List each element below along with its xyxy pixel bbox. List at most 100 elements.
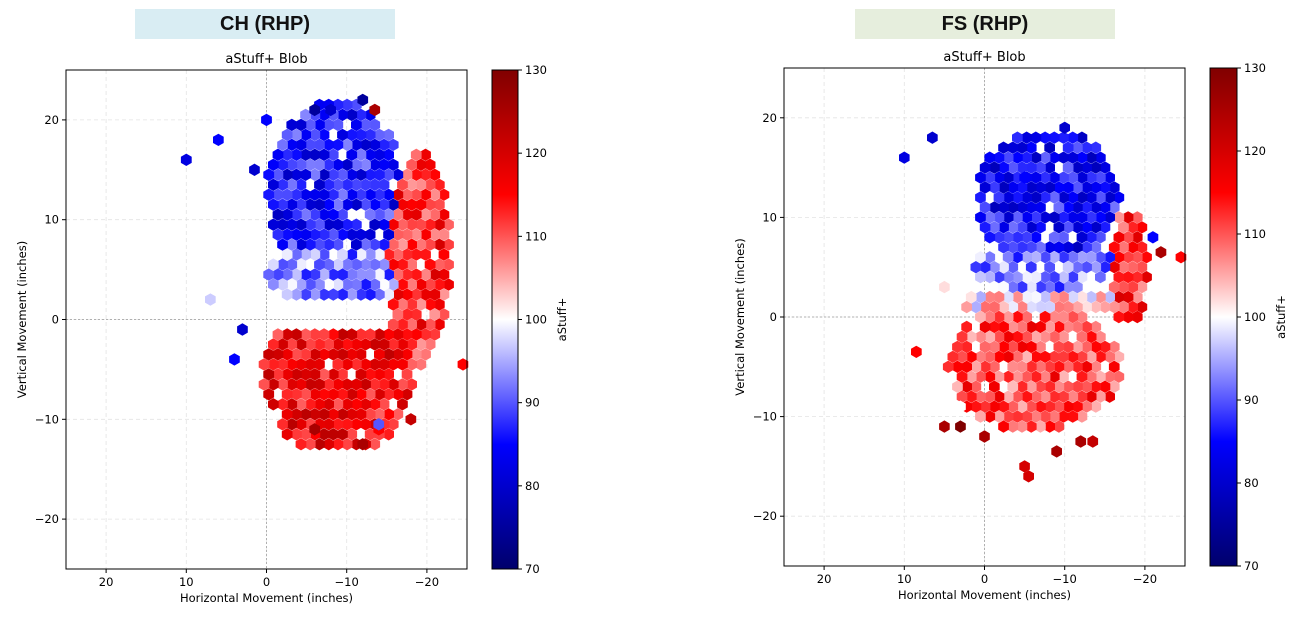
hexbin [1058, 370, 1069, 383]
hexbin [1067, 350, 1079, 363]
hexbin [327, 348, 339, 361]
hexbin [434, 198, 445, 211]
hexbin [355, 288, 367, 301]
hexbin [415, 358, 427, 371]
hexbin [438, 288, 450, 301]
hexbin [1048, 131, 1060, 144]
hexbin [1104, 191, 1115, 204]
hexbin [979, 201, 991, 214]
hexbin [261, 113, 272, 127]
hexbin [1021, 131, 1032, 144]
hexbin [1099, 181, 1111, 194]
hexbin [984, 310, 996, 324]
hexbin [420, 188, 431, 201]
hexbin [364, 188, 376, 201]
hexbin [1007, 320, 1019, 334]
hexbin [1012, 151, 1023, 164]
hexbin [993, 410, 1005, 423]
hexbin [318, 128, 330, 142]
hexbin [1108, 300, 1120, 314]
hexbin [1085, 251, 1097, 264]
hexbin [434, 278, 445, 291]
hexbin [337, 408, 348, 421]
hexbin [1002, 211, 1014, 224]
hexbin [300, 248, 311, 261]
hexbin [1035, 221, 1046, 234]
hexbin [364, 408, 376, 421]
hexbin [424, 338, 436, 351]
hexbin [383, 368, 394, 381]
y-tick-label: −20 [753, 509, 777, 523]
hexbin [397, 278, 408, 291]
hexbin [424, 298, 436, 311]
hexbin [434, 258, 445, 271]
hexbin [1104, 370, 1115, 383]
hexbin [1030, 251, 1042, 264]
hexbin [323, 438, 334, 451]
hexbin [998, 241, 1009, 254]
hexbin [360, 278, 371, 291]
hexbin [277, 178, 288, 191]
hexbin [378, 358, 390, 371]
hexbin [1044, 161, 1055, 174]
hexbin [1058, 390, 1069, 403]
hexbin [286, 178, 298, 191]
hexbin [323, 278, 334, 291]
hexbin [1025, 340, 1037, 354]
hexbin [327, 388, 339, 401]
hexbin [438, 208, 450, 221]
hexbin [1058, 330, 1069, 344]
hexbin [323, 218, 334, 231]
hexbin [998, 221, 1009, 234]
hexbin [337, 228, 348, 241]
hexbin [1136, 221, 1148, 234]
hexbin [961, 360, 972, 373]
hexbin [1058, 350, 1069, 363]
hexbin [1030, 271, 1042, 284]
hexbin [1067, 211, 1079, 224]
hexbin [304, 338, 316, 351]
hexbin [1030, 350, 1042, 363]
colorbar-tick-label: 110 [1244, 227, 1266, 241]
hexbin [374, 388, 385, 401]
hexbin [1104, 290, 1115, 304]
hexbin [1104, 251, 1115, 264]
hexbin [281, 208, 293, 221]
hexbin [1058, 131, 1069, 144]
hexbin [993, 350, 1005, 363]
hexbin [443, 278, 454, 291]
hexbin [1058, 231, 1069, 244]
hexbin [277, 138, 288, 151]
hexbin [1067, 131, 1079, 144]
hexbin [1076, 231, 1088, 244]
hexbin [327, 188, 339, 201]
hexbin [438, 308, 450, 321]
hexbin [318, 388, 330, 401]
hexbin [989, 360, 1000, 373]
hexbin [998, 280, 1009, 294]
hexbin [291, 368, 302, 381]
hexbin [291, 428, 302, 441]
hexbin [1081, 340, 1092, 354]
hexbin [1072, 241, 1083, 254]
hexbin [341, 338, 353, 351]
hexbin [1062, 221, 1074, 234]
hexbin [1076, 410, 1088, 423]
hexbin [1085, 191, 1097, 204]
hexbin [1035, 280, 1046, 294]
hexbin [295, 258, 307, 271]
hexbin [355, 108, 367, 122]
hexbin [291, 168, 302, 181]
hexbin [1104, 211, 1115, 224]
hexbin [341, 378, 353, 391]
x-axis-label: Horizontal Movement (inches) [180, 591, 353, 605]
hexbin [291, 248, 302, 261]
hexbin [1104, 350, 1115, 363]
hexbin [1058, 410, 1069, 423]
hexbin [1025, 241, 1037, 254]
hexbin [1053, 201, 1065, 214]
hexbin [387, 198, 399, 211]
hexbin [1002, 330, 1014, 344]
hexbin [374, 348, 385, 361]
hexbin [314, 238, 325, 251]
